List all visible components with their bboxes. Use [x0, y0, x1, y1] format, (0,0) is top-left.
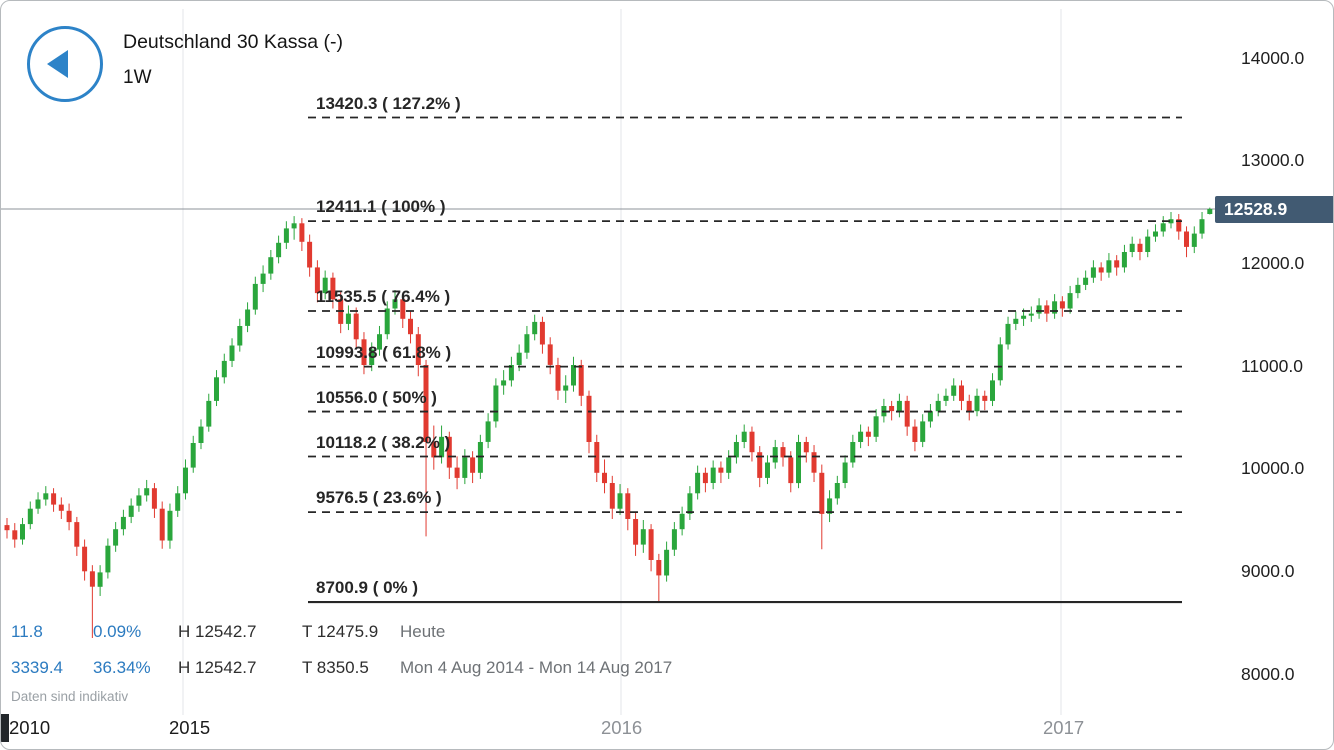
fib-level-label[interactable]: 10993.8 ( 61.8% ) [316, 342, 452, 362]
instrument-title: Deutschland 30 Kassa (-) [123, 31, 344, 53]
back-arrow-icon [47, 50, 68, 78]
back-button[interactable] [27, 26, 103, 102]
time-axis-label: 2016 [601, 717, 643, 738]
high-range: H 12542.7 [178, 658, 257, 677]
change-points-range: 3339.4 [11, 658, 63, 677]
price-axis-label: 13000.0 [1241, 150, 1305, 171]
price-axis-label: 11000.0 [1241, 355, 1303, 376]
fib-level-label[interactable]: 12411.1 ( 100% ) [316, 197, 446, 217]
time-axis-label: 2017 [1043, 717, 1085, 738]
fib-level-label[interactable]: 10118.2 ( 38.2% ) [316, 432, 451, 452]
fib-level-label[interactable]: 13420.3 ( 127.2% ) [316, 93, 461, 113]
price-axis-label: 12000.0 [1241, 252, 1305, 273]
high-today: H 12542.7 [178, 622, 257, 641]
change-percent-today: 0.09% [93, 622, 142, 641]
indicative-data-disclaimer: Daten sind indikativ [11, 689, 129, 704]
timeframe-label[interactable]: 1W [123, 67, 152, 88]
fib-level-label[interactable]: 8700.9 ( 0% ) [316, 578, 419, 598]
price-axis-label: 9000.0 [1241, 560, 1295, 581]
low-today: T 12475.9 [302, 622, 379, 641]
price-axis-label: 8000.0 [1241, 663, 1295, 684]
time-axis-label: 2015 [169, 717, 211, 738]
time-axis-label: 2010 [9, 717, 51, 738]
fib-level-label[interactable]: 10556.0 ( 50% ) [316, 387, 437, 407]
period-today: Heute [400, 622, 446, 641]
period-range: Mon 4 Aug 2014 - Mon 14 Aug 2017 [400, 658, 673, 677]
price-axis-label: 14000.0 [1241, 47, 1305, 68]
timeline-edge-marker [1, 714, 9, 742]
fib-level-label[interactable]: 9576.5 ( 23.6% ) [316, 488, 442, 508]
change-points-today: 11.8 [11, 622, 43, 641]
current-price-badge: 12528.9 [1215, 195, 1333, 223]
change-percent-range: 36.34% [93, 658, 151, 677]
price-axis-label: 10000.0 [1241, 458, 1305, 479]
low-range: T 8350.5 [302, 658, 369, 677]
fib-level-label[interactable]: 11535.5 ( 76.4% ) [316, 287, 451, 307]
